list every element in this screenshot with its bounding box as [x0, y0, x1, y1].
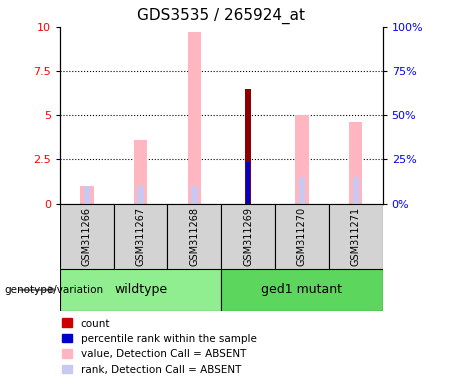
Bar	[245, 89, 251, 204]
Bar	[299, 177, 305, 204]
Bar	[221, 204, 275, 269]
Bar	[60, 204, 114, 269]
Bar	[134, 140, 148, 204]
Bar	[329, 204, 383, 269]
Text: value, Detection Call = ABSENT: value, Detection Call = ABSENT	[81, 349, 246, 359]
Bar	[246, 162, 250, 204]
Bar	[191, 186, 198, 204]
Bar	[349, 122, 362, 204]
Bar	[275, 204, 329, 269]
Text: GSM311269: GSM311269	[243, 207, 253, 266]
Text: GSM311270: GSM311270	[297, 207, 307, 266]
Bar	[114, 204, 167, 269]
Bar	[353, 177, 359, 204]
Text: rank, Detection Call = ABSENT: rank, Detection Call = ABSENT	[81, 365, 241, 375]
Text: genotype/variation: genotype/variation	[5, 285, 104, 295]
Text: percentile rank within the sample: percentile rank within the sample	[81, 334, 257, 344]
Bar	[83, 186, 90, 204]
Title: GDS3535 / 265924_at: GDS3535 / 265924_at	[137, 8, 305, 24]
Text: ged1 mutant: ged1 mutant	[261, 283, 343, 296]
Text: count: count	[81, 319, 110, 329]
Text: GSM311271: GSM311271	[351, 207, 361, 266]
Bar	[137, 186, 144, 204]
Text: GSM311267: GSM311267	[136, 207, 146, 266]
Text: GSM311268: GSM311268	[189, 207, 200, 266]
Bar	[80, 186, 94, 204]
Bar	[221, 269, 383, 311]
Bar	[188, 32, 201, 204]
Text: wildtype: wildtype	[114, 283, 167, 296]
Bar	[295, 115, 309, 204]
Bar	[167, 204, 221, 269]
Bar	[60, 269, 221, 311]
Text: GSM311266: GSM311266	[82, 207, 92, 266]
